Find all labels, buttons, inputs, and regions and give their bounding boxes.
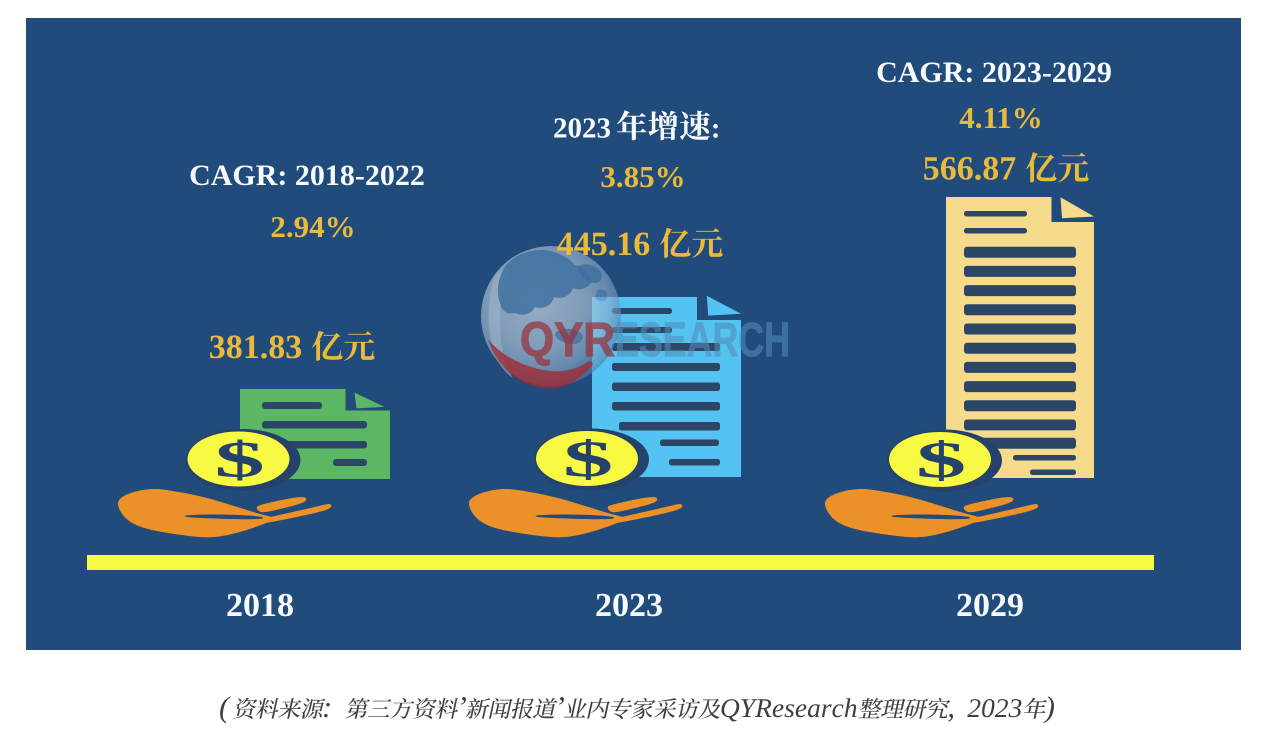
- svg-text:ESEARCH: ESEARCH: [615, 314, 790, 367]
- svg-text:QYR: QYR: [520, 314, 615, 367]
